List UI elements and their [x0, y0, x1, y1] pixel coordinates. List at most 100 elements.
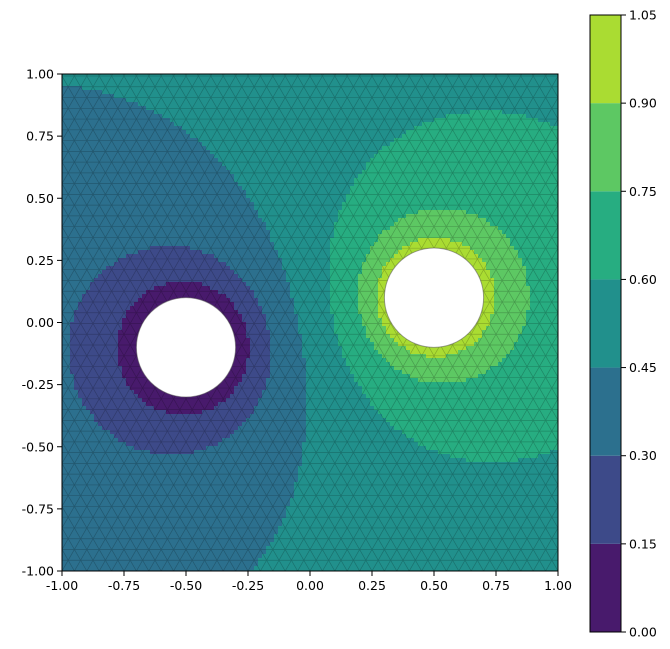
contour-cell: [430, 106, 435, 111]
contour-cell: [482, 94, 487, 99]
contour-cell: [370, 150, 375, 155]
contour-cell: [98, 74, 103, 79]
contour-cell: [222, 194, 227, 199]
contour-cell: [454, 170, 459, 175]
contour-cell: [114, 98, 119, 103]
contour-cell: [310, 206, 315, 211]
contour-cell: [222, 94, 227, 99]
contour-cell: [382, 158, 387, 163]
contour-cell: [362, 230, 367, 235]
contour-cell: [274, 166, 279, 171]
contour-cell: [470, 170, 475, 175]
contour-cell: [450, 182, 455, 187]
contour-cell: [506, 82, 511, 87]
contour-cell: [346, 190, 351, 195]
contour-cell: [218, 154, 223, 159]
contour-cell: [426, 86, 431, 91]
contour-cell: [222, 230, 227, 235]
contour-cell: [302, 122, 307, 127]
contour-cell: [546, 122, 551, 127]
contour-cell: [518, 150, 523, 155]
contour-cell: [158, 178, 163, 183]
contour-cell: [314, 138, 319, 143]
contour-cell: [94, 174, 99, 179]
contour-cell: [218, 214, 223, 219]
contour-cell: [434, 114, 439, 119]
contour-cell: [326, 154, 331, 159]
contour-cell: [530, 226, 535, 231]
contour-cell: [142, 190, 147, 195]
contour-cell: [370, 166, 375, 171]
contour-cell: [238, 94, 243, 99]
contour-cell: [542, 206, 547, 211]
contour-cell: [462, 134, 467, 139]
contour-cell: [134, 130, 139, 135]
contour-cell: [126, 78, 131, 83]
contour-cell: [282, 174, 287, 179]
contour-cell: [414, 218, 419, 223]
contour-cell: [270, 86, 275, 91]
contour-cell: [86, 234, 91, 239]
contour-cell: [502, 174, 507, 179]
contour-cell: [178, 166, 183, 171]
contour-cell: [202, 82, 207, 87]
contour-cell: [66, 94, 71, 99]
contour-cell: [350, 178, 355, 183]
contour-cell: [202, 146, 207, 151]
contour-cell: [402, 162, 407, 167]
contour-cell: [278, 178, 283, 183]
contour-cell: [126, 154, 131, 159]
contour-cell: [382, 74, 387, 79]
contour-cell: [274, 190, 279, 195]
contour-cell: [166, 154, 171, 159]
contour-cell: [546, 106, 551, 111]
contour-cell: [402, 110, 407, 115]
contour-cell: [466, 98, 471, 103]
contour-cell: [90, 102, 95, 107]
contour-cell: [338, 218, 343, 223]
contour-cell: [142, 130, 147, 135]
contour-cell: [186, 186, 191, 191]
contour-cell: [426, 190, 431, 195]
contour-cell: [506, 226, 511, 231]
contour-cell: [538, 202, 543, 207]
contour-cell: [314, 106, 319, 111]
contour-cell: [354, 122, 359, 127]
contour-cell: [90, 154, 95, 159]
contour-cell: [90, 78, 95, 83]
contour-cell: [542, 158, 547, 163]
contour-cell: [342, 138, 347, 143]
contour-cell: [190, 158, 195, 163]
contour-cell: [346, 126, 351, 131]
contour-cell: [154, 186, 159, 191]
contour-cell: [458, 182, 463, 187]
contour-cell: [526, 146, 531, 151]
contour-cell: [314, 194, 319, 199]
contour-cell: [206, 218, 211, 223]
contour-cell: [486, 94, 491, 99]
contour-cell: [230, 110, 235, 115]
contour-cell: [162, 86, 167, 91]
contour-cell: [538, 110, 543, 115]
contour-cell: [302, 194, 307, 199]
contour-cell: [394, 158, 399, 163]
contour-cell: [214, 118, 219, 123]
contour-cell: [122, 190, 127, 195]
contour-cell: [426, 122, 431, 127]
contour-cell: [282, 158, 287, 163]
contour-cell: [214, 174, 219, 179]
contour-cell: [322, 106, 327, 111]
contour-cell: [254, 202, 259, 207]
contour-cell: [218, 110, 223, 115]
contour-cell: [178, 106, 183, 111]
contour-cell: [174, 94, 179, 99]
contour-cell: [446, 202, 451, 207]
contour-cell: [266, 146, 271, 151]
contour-cell: [366, 150, 371, 155]
contour-cell: [138, 198, 143, 203]
contour-cell: [306, 126, 311, 131]
contour-cell: [330, 82, 335, 87]
contour-cell: [522, 74, 527, 79]
contour-cell: [538, 194, 543, 199]
contour-cell: [354, 198, 359, 203]
